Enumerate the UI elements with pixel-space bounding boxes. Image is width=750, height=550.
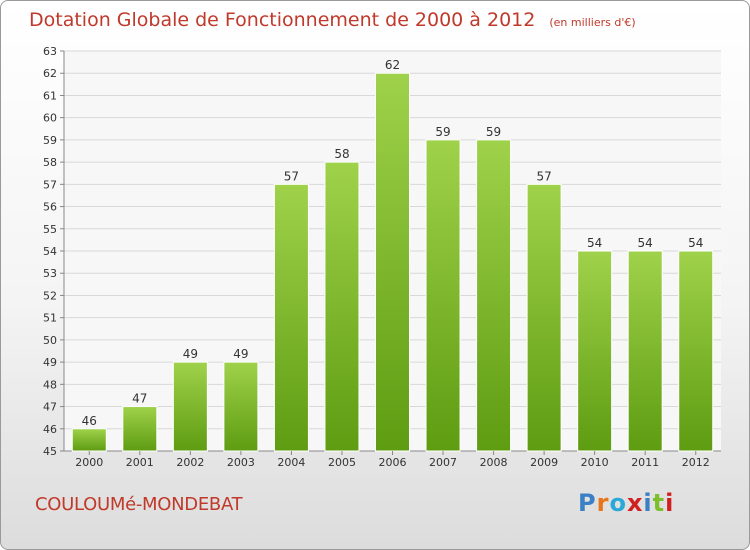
logo-letter: x xyxy=(626,489,644,517)
logo-letter: P xyxy=(578,489,597,517)
x-tick-label: 2009 xyxy=(530,456,558,469)
data-label: 54 xyxy=(638,236,653,250)
y-tick-label: 51 xyxy=(43,312,57,325)
chart-title: Dotation Globale de Fonctionnement de 20… xyxy=(29,9,536,31)
x-tick-label: 2005 xyxy=(328,456,356,469)
x-tick-label: 2000 xyxy=(75,456,103,469)
commune-name: COULOUMé-MONDEBAT xyxy=(35,494,243,515)
data-label: 54 xyxy=(587,236,602,250)
y-tick-label: 48 xyxy=(43,378,57,391)
y-tick-label: 56 xyxy=(43,201,57,214)
y-tick-label: 62 xyxy=(43,67,57,80)
bar xyxy=(526,183,562,452)
x-tick-label: 2008 xyxy=(480,456,508,469)
x-tick-label: 2004 xyxy=(277,456,305,469)
data-label: 59 xyxy=(486,125,501,139)
y-tick-label: 52 xyxy=(43,289,57,302)
data-label: 47 xyxy=(132,392,147,406)
x-tick-label: 2003 xyxy=(227,456,255,469)
y-tick-label: 45 xyxy=(43,445,57,458)
bar xyxy=(678,250,714,452)
y-tick-label: 47 xyxy=(43,401,57,414)
x-tick-label: 2006 xyxy=(379,456,407,469)
y-tick-label: 46 xyxy=(43,423,57,436)
bar xyxy=(273,183,309,452)
bar xyxy=(122,406,158,452)
data-label: 49 xyxy=(233,347,248,361)
logo-letter: r xyxy=(596,489,610,517)
bar xyxy=(223,361,259,452)
title-row: Dotation Globale de Fonctionnement de 20… xyxy=(29,9,636,31)
y-tick-label: 58 xyxy=(43,156,57,169)
y-tick-label: 63 xyxy=(43,45,57,58)
x-tick-label: 2012 xyxy=(682,456,710,469)
data-label: 57 xyxy=(536,169,551,183)
data-label: 58 xyxy=(334,147,349,161)
bar xyxy=(425,139,461,452)
bar xyxy=(172,361,208,452)
x-tick-label: 2010 xyxy=(581,456,609,469)
logo-letter: o xyxy=(609,489,627,517)
data-label: 57 xyxy=(284,169,299,183)
x-tick-label: 2011 xyxy=(631,456,659,469)
x-tick-label: 2007 xyxy=(429,456,457,469)
x-tick-label: 2001 xyxy=(126,456,154,469)
data-label: 46 xyxy=(82,414,97,428)
y-tick-label: 50 xyxy=(43,334,57,347)
logo-letter: i xyxy=(643,489,653,517)
data-label: 59 xyxy=(435,125,450,139)
y-tick-label: 57 xyxy=(43,178,57,191)
y-tick-label: 55 xyxy=(43,223,57,236)
y-tick-label: 49 xyxy=(43,356,57,369)
bar xyxy=(577,250,613,452)
bar xyxy=(476,139,512,452)
unit-note: (en milliers d'€) xyxy=(549,16,636,29)
data-label: 54 xyxy=(688,236,703,250)
logo-letter: t xyxy=(652,489,666,517)
proxiti-logo: Proxiti xyxy=(578,489,674,517)
data-label: 49 xyxy=(183,347,198,361)
logo-letter: i xyxy=(665,489,675,517)
data-label: 62 xyxy=(385,58,400,72)
bar xyxy=(324,161,360,452)
bar xyxy=(375,72,410,452)
bar xyxy=(71,428,107,452)
y-tick-label: 59 xyxy=(43,134,57,147)
y-tick-label: 60 xyxy=(43,112,57,125)
y-tick-label: 61 xyxy=(43,89,57,102)
x-tick-label: 2002 xyxy=(176,456,204,469)
y-tick-label: 53 xyxy=(43,267,57,280)
bar xyxy=(627,250,663,452)
y-tick-label: 54 xyxy=(43,245,57,258)
